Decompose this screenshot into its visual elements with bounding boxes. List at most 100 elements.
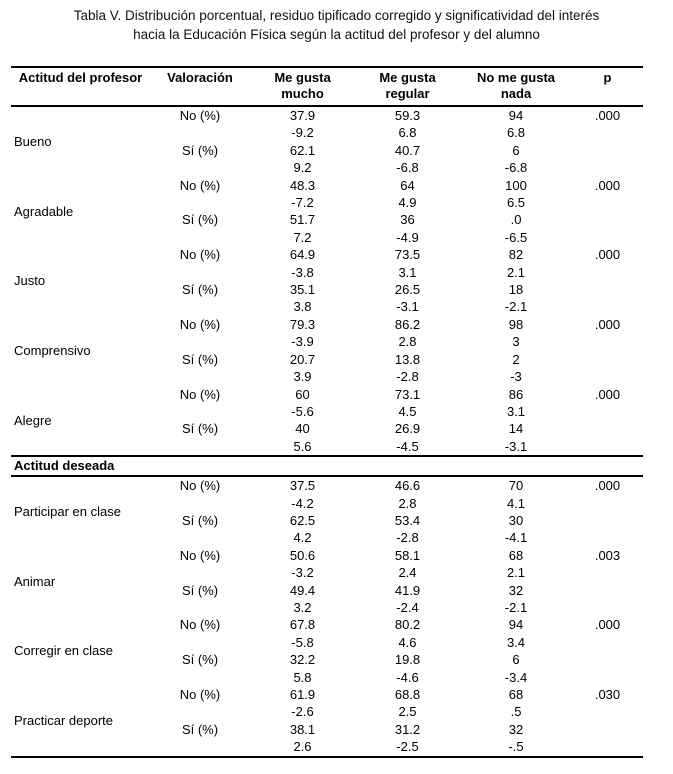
p-value-cell: .000: [594, 108, 621, 123]
value-cell: 48.3: [289, 177, 316, 193]
table-row: 5.8 -4.6 -3.4: [11, 669, 643, 686]
valoracion-cell: No (%): [179, 247, 221, 263]
value-cell: 7.2: [293, 229, 312, 245]
value-cell: -3.4: [504, 669, 528, 685]
p-value-cell: .000: [594, 177, 621, 193]
value-cell: 68.8: [394, 687, 421, 702]
table-row: 7.2 -4.9 -6.5: [11, 229, 643, 246]
value-cell: -3.9: [291, 334, 314, 350]
value-cell: 4.9: [398, 195, 417, 211]
value-cell: 60: [295, 386, 310, 402]
valoracion-cell: [150, 403, 250, 420]
value-cell: 18: [508, 282, 524, 298]
value-cell: 35.1: [289, 282, 316, 298]
table-row: Sí (%) 20.7 13.8 2: [11, 351, 643, 368]
valoracion-cell: Sí (%): [181, 142, 219, 158]
table-row: -5.8 4.6 3.4: [11, 634, 643, 651]
p-value-cell: [572, 368, 643, 385]
valoracion-cell: [150, 194, 250, 211]
value-cell: 3.9: [293, 369, 312, 385]
value-cell: 94: [508, 617, 524, 633]
value-cell: 61.9: [289, 687, 316, 702]
col-header-p: p: [603, 70, 612, 85]
value-cell: -3.1: [396, 299, 419, 315]
value-cell: 59.3: [394, 108, 421, 123]
p-value-cell: [572, 194, 643, 211]
value-cell: 86.2: [394, 316, 421, 332]
valoracion-cell: Sí (%): [181, 351, 219, 367]
p-value-cell: [572, 124, 643, 141]
value-cell: 62.5: [289, 512, 316, 528]
value-cell: -2.8: [396, 369, 419, 385]
table-row: Sí (%) 62.5 53.4 30: [11, 512, 643, 529]
valoracion-cell: [150, 634, 250, 651]
valoracion-cell: [150, 124, 250, 141]
value-cell: 2: [512, 351, 520, 367]
valoracion-cell: No (%): [179, 617, 221, 633]
valoracion-cell: [150, 669, 250, 686]
valoracion-cell: [150, 599, 250, 616]
col-header-valoracion: Valoración: [167, 70, 233, 85]
value-cell: 68: [508, 547, 524, 563]
valoracion-cell: [150, 333, 250, 350]
table-row: -5.6 4.5 3.1: [11, 403, 643, 420]
value-cell: 13.8: [394, 351, 421, 367]
value-cell: .5: [510, 704, 522, 720]
value-cell: 32: [508, 582, 524, 598]
value-cell: 6: [512, 652, 520, 668]
table-row: -3.8 3.1 2.1: [11, 264, 643, 281]
value-cell: 26.5: [394, 282, 421, 298]
table-row: 5.6 -4.5 -3.1: [11, 438, 643, 456]
table-row: Sí (%) 32.2 19.8 6: [11, 651, 643, 668]
p-value-cell: [572, 634, 643, 651]
value-cell: -3: [510, 369, 522, 385]
table-row: Sí (%) 49.4 41.9 32: [11, 582, 643, 599]
value-cell: -5.6: [291, 403, 314, 419]
value-cell: -2.1: [504, 299, 528, 315]
value-cell: -4.1: [504, 530, 528, 546]
table-row: 3.2 -2.4 -2.1: [11, 599, 643, 616]
col-header-me-gusta-regular: Me gusta regular: [379, 70, 436, 101]
value-cell: -4.5: [396, 438, 419, 454]
valoracion-cell: [150, 229, 250, 246]
table-row: Bueno No (%) 37.9 59.3 94 .000: [11, 106, 643, 149]
value-cell: 30: [508, 512, 524, 528]
p-value-cell: [572, 438, 643, 456]
value-cell: 62.1: [289, 142, 316, 158]
table-header: Actitud del profesor Valoración Me gusta…: [11, 67, 643, 106]
valoracion-cell: [150, 159, 250, 176]
value-cell: 37.9: [289, 108, 316, 123]
value-cell: 2.1: [506, 264, 526, 280]
table-title-line1: Tabla V. Distribución porcentual, residu…: [73, 8, 600, 23]
valoracion-cell: Sí (%): [181, 212, 219, 228]
value-cell: 40.7: [394, 142, 421, 158]
valoracion-cell: No (%): [179, 177, 221, 193]
value-cell: 6.8: [398, 125, 417, 141]
group-label: Comprensivo: [14, 342, 91, 358]
value-cell: -7.2: [291, 195, 314, 211]
value-cell: -4.6: [396, 669, 419, 685]
value-cell: 5.6: [293, 438, 312, 454]
value-cell: -6.8: [396, 160, 419, 176]
value-cell: 82: [508, 247, 524, 263]
table-row: Agradable No (%) 48.3 64 100 .000: [11, 177, 643, 219]
value-cell: 6: [512, 142, 520, 158]
valoracion-cell: [150, 703, 250, 720]
table-row: 2.6 -2.5 -.5: [11, 738, 643, 756]
value-cell: 9.2: [293, 160, 312, 176]
value-cell: 26.9: [394, 421, 421, 437]
value-cell: 5.8: [293, 669, 312, 685]
table-row: -7.2 4.9 6.5: [11, 194, 643, 211]
valoracion-cell: [150, 738, 250, 756]
p-value-cell: [572, 669, 643, 686]
value-cell: 2.4: [398, 565, 417, 581]
section-heading-row: Actitud deseada: [11, 456, 643, 477]
p-value-cell: [572, 211, 643, 228]
p-value-cell: [572, 229, 643, 246]
value-cell: 3.1: [398, 264, 417, 280]
group-label: Corregir en clase: [14, 643, 113, 659]
table-row: Justo No (%) 64.9 73.5 82 .000: [11, 246, 643, 288]
value-cell: 64.9: [289, 247, 316, 263]
value-cell: 4.2: [293, 530, 312, 546]
valoracion-cell: [150, 368, 250, 385]
